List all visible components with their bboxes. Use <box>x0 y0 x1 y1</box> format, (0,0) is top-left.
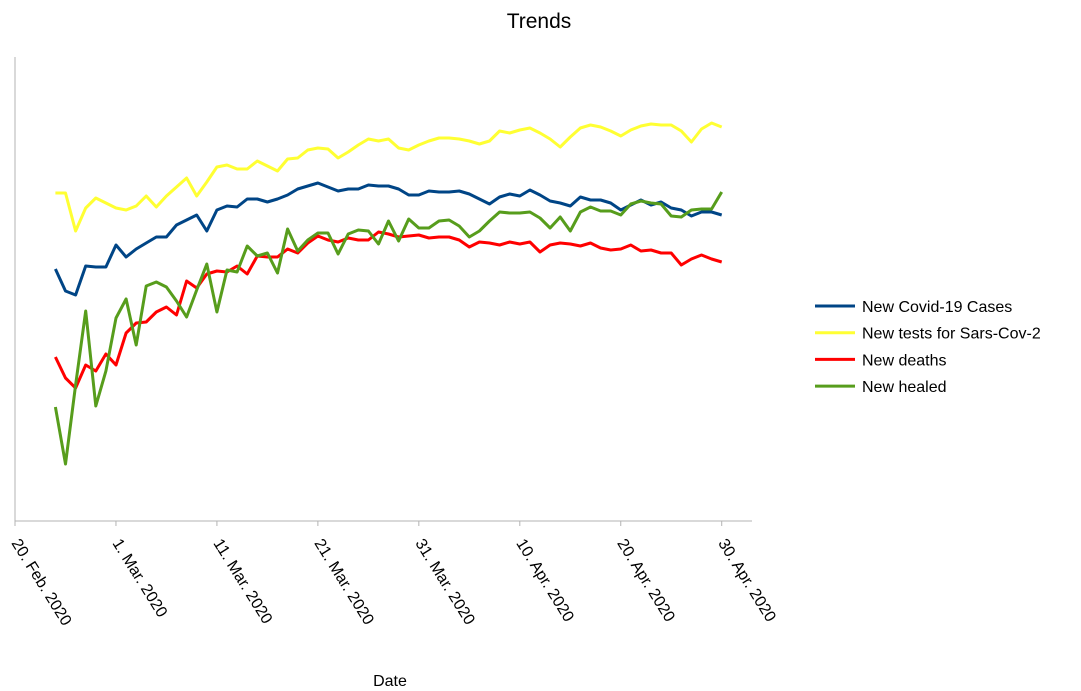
series-line <box>54 230 723 390</box>
x-tick-label: 20. Feb. 2020 <box>8 536 75 629</box>
x-tick-label: 1. Mar. 2020 <box>109 536 171 621</box>
x-axis-label: Date <box>373 673 407 690</box>
legend-label: New deaths <box>862 352 947 369</box>
x-tick-label: 10. Apr. 2020 <box>512 536 576 625</box>
series-line <box>53 191 723 466</box>
x-tick-label: 21. Mar. 2020 <box>310 536 376 628</box>
chart-title: Trends <box>507 10 572 33</box>
series-line <box>54 181 723 297</box>
series-line <box>55 121 723 233</box>
legend-label: New Covid-19 Cases <box>862 299 1012 316</box>
legend-label: New healed <box>862 379 947 396</box>
x-tick-label: 20. Apr. 2020 <box>613 536 677 625</box>
x-tick-label: 31. Mar. 2020 <box>411 536 477 628</box>
legend-label: New tests for Sars-Cov-2 <box>862 326 1041 343</box>
x-tick-label: 30. Apr. 2020 <box>714 536 778 625</box>
x-tick-label: 11. Mar. 2020 <box>210 536 276 627</box>
